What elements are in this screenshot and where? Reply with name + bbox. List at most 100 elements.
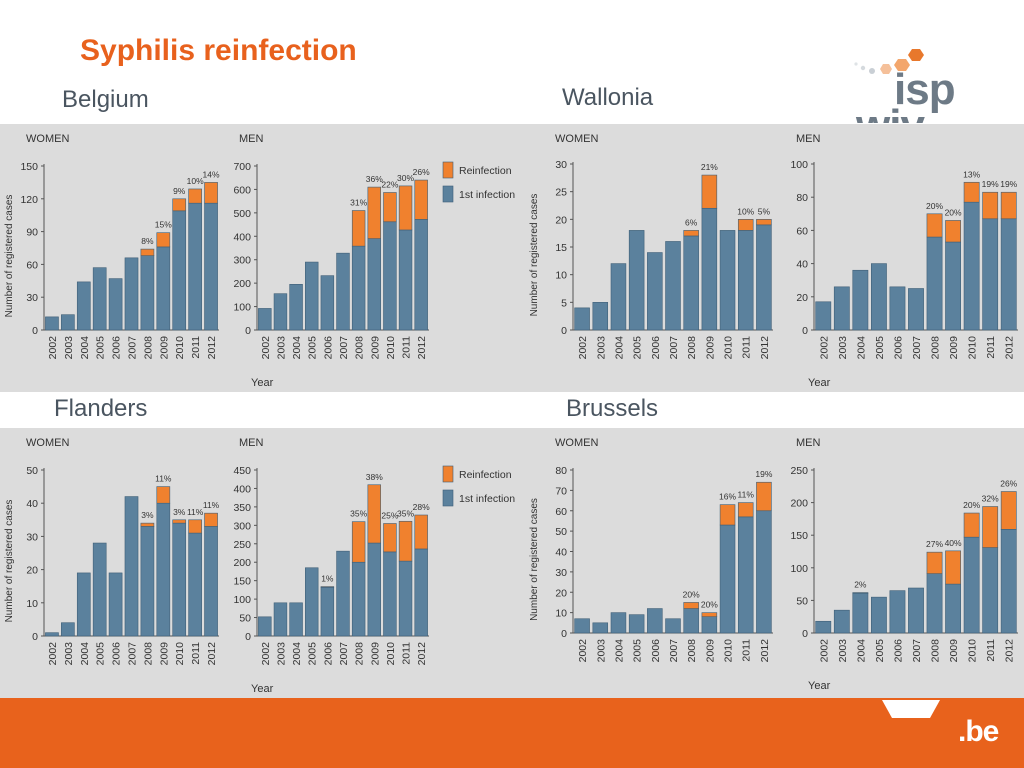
x-tick-label: 2002 [577,639,589,663]
bar-reinfection [945,220,961,243]
bar-first-infection [92,267,107,331]
bar-first-infection [756,224,772,331]
x-tick-label: 2006 [322,642,334,666]
x-tick-label: 2009 [369,642,381,666]
bar-first-infection [305,567,319,637]
bar-first-infection [156,502,171,637]
bar-first-infection [908,587,924,634]
x-tick-label: 2003 [595,639,607,663]
logo-dots-icon [854,49,924,74]
y-tick-label: 0 [245,631,251,643]
data-label: 35% [350,509,367,519]
logo-text-isp: isp [894,65,956,114]
chart-brussels-women: WOMEN 0 10 20 30 40 50 60 70 80 2002 2003 2004 2005 20… [529,437,773,663]
bar-first-infection [683,608,699,634]
data-label: 19% [755,469,772,479]
x-tick-label: 2009 [158,336,170,360]
data-label: 5% [758,206,771,216]
x-tick-label: 2012 [1004,336,1016,360]
bar-first-infection [982,547,999,634]
bar-first-infection [124,257,139,331]
data-label: 11% [738,490,755,500]
x-tick-label: 2012 [206,336,218,360]
x-tick-label: 2011 [985,639,997,662]
chart-flanders-women: WOMEN 0 10 20 30 40 50 2002 2003 2004 2005 2006 2007… [4,437,220,666]
x-tick-label: 2009 [158,642,170,666]
bar-first-infection [45,632,59,637]
bar-reinfection [172,519,187,524]
chart-title: WOMEN [555,437,598,449]
data-label: 11% [187,507,204,517]
x-tick-label: 2006 [322,336,334,360]
x-tick-label: 2012 [206,642,218,666]
bar-reinfection [320,586,335,588]
x-tick-label: 2009 [369,336,381,360]
legend-label-reinfection: Reinfection [459,165,512,177]
bar-first-infection [833,286,850,331]
x-tick-label: 2006 [111,642,123,666]
bar-reinfection [926,213,943,238]
bar-first-infection [908,288,924,331]
bar-first-infection [414,219,428,331]
bar-first-infection [610,612,627,634]
x-tick-label: 2007 [668,336,680,360]
x-tick-label: 2010 [174,336,186,360]
bar-first-infection [701,207,718,331]
data-label: 40% [945,538,962,548]
data-label: 26% [1000,479,1017,489]
y-tick-label: 5 [561,297,567,309]
data-label: 3% [173,507,186,517]
bar-first-infection [647,252,663,331]
bar-first-infection [398,560,413,637]
data-label: 19% [982,179,999,189]
x-tick-label: 2007 [668,639,680,663]
y-tick-label: 0 [32,631,38,643]
y-axis-label: Number of registered cases [4,500,15,623]
x-tick-label: 2005 [307,336,319,360]
bar-first-infection [414,548,428,637]
bar-first-infection [815,301,832,331]
y-tick-label: 250 [790,465,808,477]
bar-first-infection [574,307,590,331]
x-tick-label: 2007 [338,336,350,360]
bar-reinfection [188,519,202,534]
bar-first-infection [383,221,397,331]
bar-first-infection [76,281,91,331]
data-label: 3% [141,510,154,520]
data-label: 8% [141,236,154,246]
chart-belgium-women: WOMEN 0 30 60 90 120 150 2002 2003 2004 2005 2006 20… [4,133,220,360]
bar-first-infection [945,241,961,331]
x-tick-label: 2003 [595,336,607,360]
x-tick-label: 2004 [79,336,91,360]
x-tick-label: 2004 [79,642,91,666]
bar-first-infection [258,308,272,331]
bar-reinfection [852,592,869,594]
y-tick-label: 50 [555,526,567,538]
bar-first-infection [701,616,718,634]
y-tick-label: 0 [802,325,808,337]
y-tick-label: 200 [233,278,251,290]
y-tick-label: 50 [796,595,808,607]
bar-first-infection [188,202,202,331]
bar-reinfection [1000,191,1017,220]
bar-reinfection [982,506,999,548]
logo-text-wiv: wiv [856,101,925,123]
chart-brussels-men: MEN 0 50 100 150 200 250 2002 2003 2% 2004 2005 2006… [790,437,1018,692]
bar-reinfection [383,523,397,553]
data-label: 19% [1000,179,1017,189]
y-tick-label: 500 [233,208,251,220]
x-tick-label: 2003 [837,639,849,663]
legend-label-first-infection: 1st infection [459,493,515,505]
bar-first-infection [320,275,335,331]
bar-first-infection [188,532,202,637]
bar-first-infection [76,572,91,637]
data-label: 20% [683,589,700,599]
chart-belgium-men: MEN 0 100 200 300 400 500 600 700 2002 2003 2004 200… [233,133,515,389]
y-tick-label: 50 [239,613,251,625]
bar-reinfection [367,186,381,239]
x-tick-label: 2012 [759,639,771,663]
y-axis-label: Number of registered cases [529,498,540,621]
bar-reinfection [963,512,980,538]
x-tick-label: 2003 [837,336,849,360]
x-tick-label: 2002 [47,336,59,360]
